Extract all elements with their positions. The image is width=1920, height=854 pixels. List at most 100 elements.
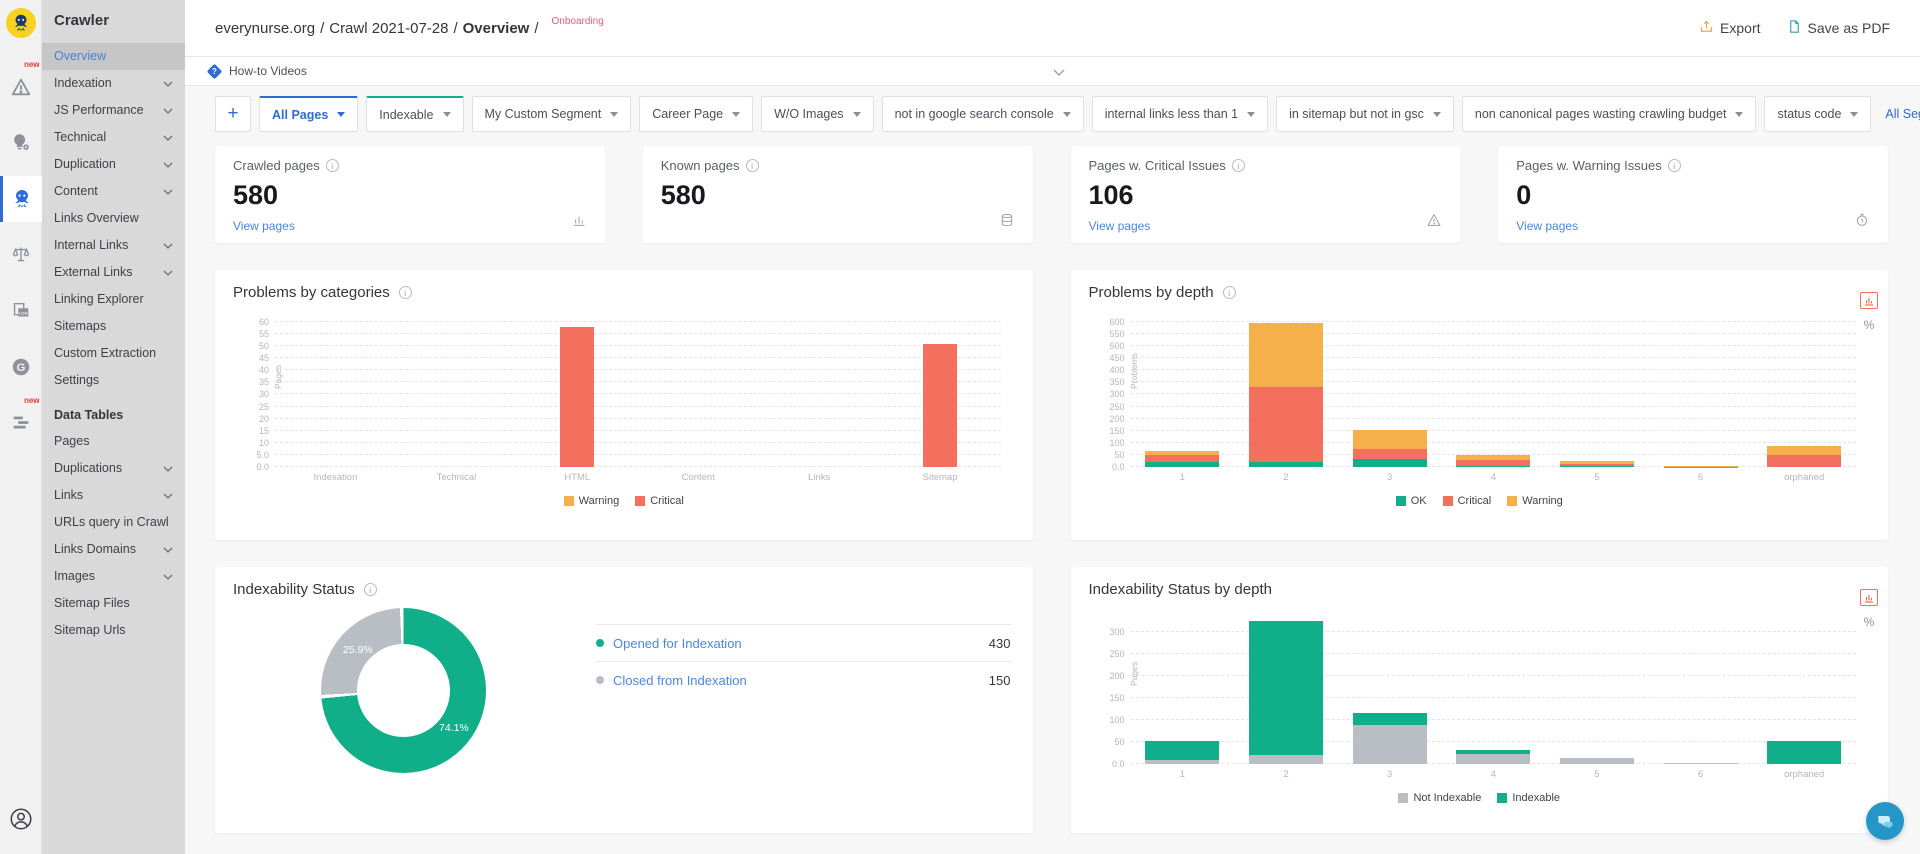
sidebar-item-linking-explorer[interactable]: Linking Explorer <box>42 286 185 313</box>
bar-5[interactable] <box>1560 614 1634 764</box>
breadcrumb-item[interactable]: Overview <box>463 20 530 37</box>
jetoctopus-logo[interactable] <box>6 8 36 38</box>
info-icon[interactable]: i <box>364 583 377 596</box>
segment-tab-my-custom-segment[interactable]: My Custom Segment <box>472 96 632 132</box>
bar-Content[interactable] <box>681 317 715 467</box>
bar-orphaned[interactable] <box>1767 614 1841 764</box>
bar-6[interactable] <box>1664 614 1738 764</box>
bar-Technical[interactable] <box>439 317 473 467</box>
sidebar-item-pages[interactable]: Pages <box>42 428 185 455</box>
export-button[interactable]: Export <box>1699 19 1760 37</box>
sidebar-item-urls-query-in-crawl[interactable]: URLs query in Crawl <box>42 509 185 536</box>
legend-item-ok[interactable]: OK <box>1396 495 1427 507</box>
bar-segment-warning[interactable] <box>1249 323 1323 387</box>
bar-5[interactable] <box>1560 317 1634 467</box>
bar-segment-critical[interactable] <box>560 327 594 467</box>
breadcrumb-item[interactable]: everynurse.org <box>215 20 315 37</box>
sidebar-item-links[interactable]: Links <box>42 482 185 509</box>
bar-segment-critical[interactable] <box>923 344 957 467</box>
bar-segment-not-indexable[interactable] <box>1456 754 1530 764</box>
bar-segment-indexable[interactable] <box>1249 621 1323 756</box>
sidebar-item-duplications[interactable]: Duplications <box>42 455 185 482</box>
howto-videos-bar[interactable]: ? How-to Videos <box>185 57 1920 86</box>
add-segment-button[interactable]: + <box>215 96 251 132</box>
segment-tab-w-o-images[interactable]: W/O Images <box>761 96 873 132</box>
bar-2[interactable] <box>1249 317 1323 467</box>
segment-tab-non-canonical-pages-wasting-crawling-budget[interactable]: non canonical pages wasting crawling bud… <box>1462 96 1757 132</box>
info-icon[interactable]: i <box>1668 159 1681 172</box>
logs-icon[interactable]: LOG <box>0 288 42 334</box>
sidebar-item-sitemap-files[interactable]: Sitemap Files <box>42 590 185 617</box>
segments-rows-icon[interactable]: new <box>0 400 42 446</box>
account-icon[interactable] <box>0 796 42 842</box>
bar-segment-not-indexable[interactable] <box>1249 755 1323 764</box>
bar-segment-ok[interactable] <box>1145 462 1219 467</box>
sidebar-item-images[interactable]: Images <box>42 563 185 590</box>
sidebar-item-indexation[interactable]: Indexation <box>42 70 185 97</box>
bar-segment-warning[interactable] <box>1767 446 1841 455</box>
breadcrumb-item[interactable]: Crawl 2021-07-28 <box>329 20 448 37</box>
bar-segment-ok[interactable] <box>1249 462 1323 467</box>
bar-1[interactable] <box>1145 317 1219 467</box>
google-icon[interactable]: G <box>0 344 42 390</box>
donut-legend-link[interactable]: Opened for Indexation <box>613 636 742 651</box>
sidebar-item-duplication[interactable]: Duplication <box>42 151 185 178</box>
segment-tab-status-code[interactable]: status code <box>1764 96 1871 132</box>
bar-segment-not-indexable[interactable] <box>1560 758 1634 764</box>
chart-mode-bars-toggle[interactable] <box>1860 292 1878 309</box>
bar-3[interactable] <box>1353 614 1427 764</box>
bar-segment-critical[interactable] <box>1249 387 1323 462</box>
bar-1[interactable] <box>1145 614 1219 764</box>
segment-tab-indexable[interactable]: Indexable <box>366 96 463 132</box>
onboarding-badge[interactable]: Onboarding <box>552 16 604 27</box>
bar-HTML[interactable] <box>560 317 594 467</box>
sidebar-item-overview[interactable]: Overview <box>42 43 185 70</box>
segment-tab-internal-links-less-than-1[interactable]: internal links less than 1 <box>1092 96 1268 132</box>
donut-legend-link[interactable]: Closed from Indexation <box>613 673 747 688</box>
sidebar-item-content[interactable]: Content <box>42 178 185 205</box>
bar-segment-indexable[interactable] <box>1145 741 1219 760</box>
info-icon[interactable]: i <box>399 286 412 299</box>
collapse-chevron-icon[interactable] <box>1053 63 1065 81</box>
sidebar-item-external-links[interactable]: External Links <box>42 259 185 286</box>
view-pages-link[interactable]: View pages <box>1089 219 1151 233</box>
sidebar-item-sitemaps[interactable]: Sitemaps <box>42 313 185 340</box>
legend-item-warning[interactable]: Warning <box>564 495 620 507</box>
bar-segment-ok[interactable] <box>1353 459 1427 467</box>
legend-item-not-indexable[interactable]: Not Indexable <box>1398 792 1481 804</box>
info-icon[interactable]: i <box>326 159 339 172</box>
info-icon[interactable]: i <box>746 159 759 172</box>
sidebar-item-js-performance[interactable]: JS Performance <box>42 97 185 124</box>
bar-segment-indexable[interactable] <box>1767 741 1841 764</box>
bar-Sitemap[interactable] <box>923 317 957 467</box>
crawler-octopus-icon[interactable] <box>0 176 42 222</box>
alert-triangle-icon[interactable]: new <box>0 64 42 110</box>
legend-item-critical[interactable]: Critical <box>635 495 684 507</box>
bar-2[interactable] <box>1249 614 1323 764</box>
bar-segment-not-indexable[interactable] <box>1664 763 1738 764</box>
bar-4[interactable] <box>1456 614 1530 764</box>
legend-item-critical[interactable]: Critical <box>1443 495 1492 507</box>
bar-segment-ok[interactable] <box>1560 466 1634 467</box>
bar-segment-critical[interactable] <box>1145 455 1219 462</box>
sidebar-item-sitemap-urls[interactable]: Sitemap Urls <box>42 617 185 644</box>
segment-tab-in-sitemap-but-not-in-gsc[interactable]: in sitemap but not in gsc <box>1276 96 1454 132</box>
sidebar-item-settings[interactable]: Settings <box>42 367 185 394</box>
bar-segment-critical[interactable] <box>1767 455 1841 467</box>
bar-segment-indexable[interactable] <box>1353 713 1427 725</box>
bar-orphaned[interactable] <box>1767 317 1841 467</box>
view-pages-link[interactable]: View pages <box>233 219 295 233</box>
bar-segment-ok[interactable] <box>1456 466 1530 467</box>
sidebar-item-links-overview[interactable]: Links Overview <box>42 205 185 232</box>
seo-ideas-icon[interactable] <box>0 120 42 166</box>
bar-segment-not-indexable[interactable] <box>1145 760 1219 764</box>
sidebar-item-technical[interactable]: Technical <box>42 124 185 151</box>
bar-6[interactable] <box>1664 317 1738 467</box>
view-pages-link[interactable]: View pages <box>1516 219 1578 233</box>
info-icon[interactable]: i <box>1223 286 1236 299</box>
bar-Indexation[interactable] <box>318 317 352 467</box>
save-as-pdf-button[interactable]: Save as PDF <box>1787 19 1890 37</box>
bar-Links[interactable] <box>802 317 836 467</box>
legend-item-warning[interactable]: Warning <box>1507 495 1563 507</box>
chat-button[interactable] <box>1866 802 1904 840</box>
